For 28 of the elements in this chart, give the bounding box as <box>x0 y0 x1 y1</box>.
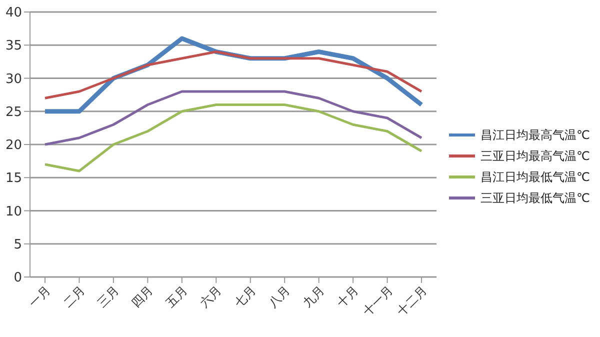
y-tick-label: 5 <box>14 237 22 252</box>
x-tick-label: 八月 <box>266 283 293 310</box>
x-tick-label: 九月 <box>300 283 327 310</box>
line-series <box>44 90 423 146</box>
x-tick-label: 四月 <box>128 283 156 310</box>
y-tick-label: 40 <box>5 6 22 21</box>
x-tick-label: 三月 <box>94 283 122 310</box>
legend-label: 三亚日均最低气温℃ <box>480 190 590 206</box>
legend-label: 昌江日均最高气温℃ <box>480 126 590 144</box>
y-tick-label: 0 <box>14 270 22 286</box>
x-tick-label: 一月 <box>26 283 54 310</box>
x-tick-label: 六月 <box>197 283 224 310</box>
line-series <box>44 50 423 100</box>
line-series <box>44 104 423 172</box>
x-tick-label: 十月 <box>334 283 362 310</box>
x-tick-label: 二月 <box>60 283 88 310</box>
x-tick-label: 五月 <box>163 283 190 310</box>
y-tick-label: 15 <box>5 171 22 186</box>
y-tick-label: 30 <box>5 72 22 87</box>
legend-label: 昌江日均最低气温℃ <box>480 168 590 186</box>
y-tick-label: 35 <box>5 38 22 54</box>
y-tick-label: 10 <box>5 204 22 220</box>
legend-label: 三亚日均最高气温℃ <box>480 148 590 164</box>
y-tick-label: 20 <box>5 138 22 154</box>
x-tick-label: 十二月 <box>394 283 430 319</box>
x-tick-label: 十一月 <box>360 283 396 319</box>
x-tick-label: 七月 <box>232 283 259 310</box>
y-tick-label: 25 <box>5 104 22 120</box>
